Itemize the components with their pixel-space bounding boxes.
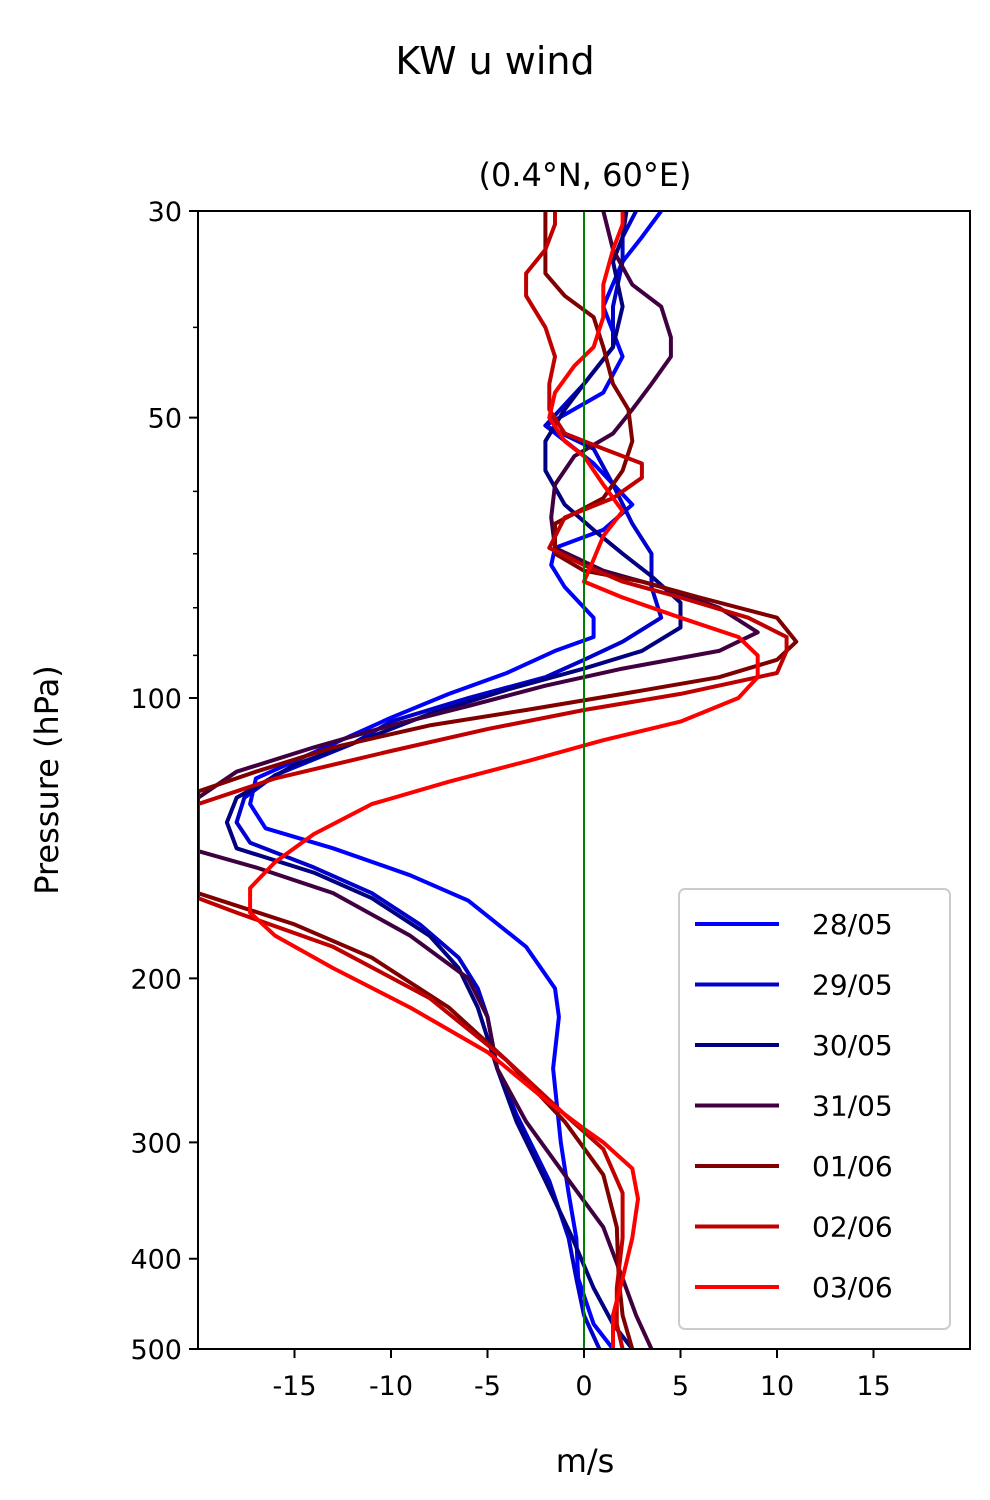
series-line-03-06 [248,211,760,1349]
x-tick-label: 5 [672,1371,689,1402]
y-tick-label: 500 [130,1335,182,1366]
y-tick-label: 50 [148,404,182,435]
y-axis-label: Pressure (hPa) [28,665,66,895]
legend: 28/05 29/05 30/05 31/05 01/06 02/06 03/06 [678,888,951,1330]
legend-box [678,888,951,1330]
x-tick-label: -15 [272,1371,316,1402]
x-tick-label: 0 [575,1371,592,1402]
y-tick-label: 100 [130,684,182,715]
series-layer [198,211,799,1349]
y-tick-label: 200 [130,964,182,995]
y-tick-label: 30 [148,197,182,228]
legend-label: 01/06 [812,1150,893,1183]
y-tick-label: 300 [130,1128,182,1159]
x-tick-label: 10 [760,1371,794,1402]
chart-subtitle: (0.4°N, 60°E) [478,156,691,194]
chart-title: KW u wind [395,39,594,83]
series-line-31-05 [198,211,760,1349]
legend-label: 28/05 [812,908,893,941]
x-axis-label: m/s [556,1442,615,1480]
x-tick-label: -10 [369,1371,413,1402]
x-axis: -15 -10 -5 0 5 10 15 [272,1349,891,1402]
x-tick-label: -5 [474,1371,501,1402]
legend-label: 31/05 [812,1090,893,1123]
series-line-02-06 [198,211,789,1349]
legend-label: 30/05 [812,1029,893,1062]
legend-label: 29/05 [812,969,893,1002]
y-tick-label: 400 [130,1245,182,1276]
legend-label: 03/06 [812,1271,893,1304]
x-tick-label: 15 [856,1371,890,1402]
y-axis: 30 50 100 200 300 400 500 [130,197,198,1366]
legend-label: 02/06 [812,1211,893,1244]
